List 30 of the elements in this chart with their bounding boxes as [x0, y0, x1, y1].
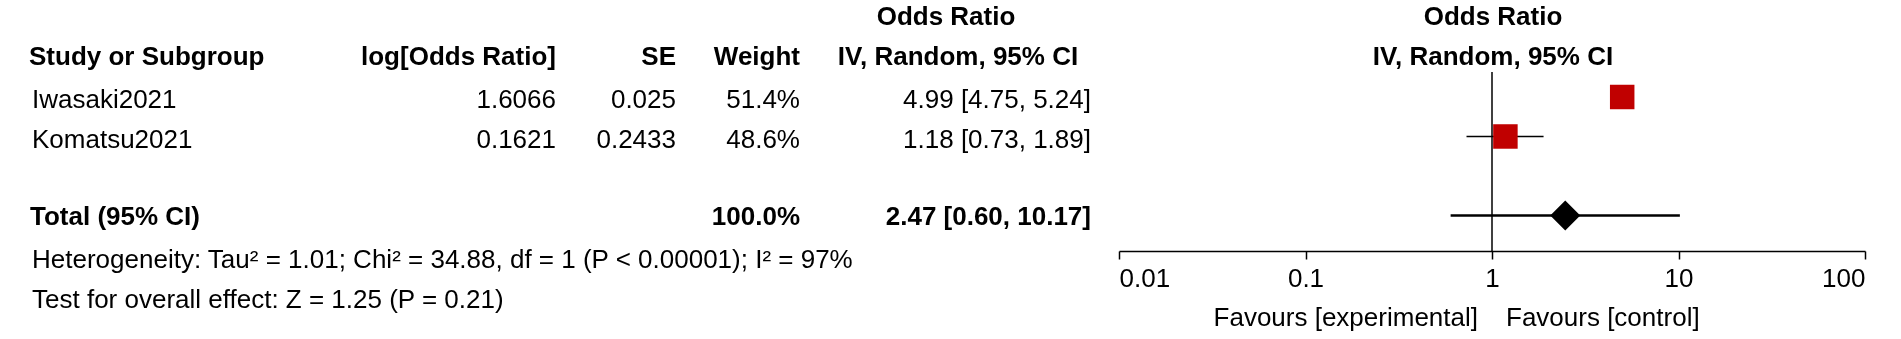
text: Favours [experimental] — [1213, 302, 1478, 332]
text: Komatsu2021 — [32, 124, 193, 154]
text: Total (95% CI) — [30, 201, 200, 231]
text: 1.18 [0.73, 1.89] — [903, 124, 1091, 154]
text: Odds Ratio — [876, 1, 1016, 31]
text: Heterogeneity: Tau² = 1.01; Chi² = 34.88, df = 1 (P < 0.00001); I² = 97% — [32, 244, 853, 274]
text: 4.99 [4.75, 5.24] — [903, 84, 1091, 114]
text: Study or Subgroup — [29, 41, 265, 71]
text: Weight — [713, 41, 801, 71]
text: Iwasaki2021 — [32, 84, 177, 114]
text: Test for overall effect: Z = 1.25 (P = 0.21) — [32, 284, 504, 314]
x-tick-label: 1 — [1485, 262, 1500, 293]
text: 100.0% — [711, 201, 800, 231]
text: 48.6% — [726, 124, 800, 154]
x-tick-label: 100 — [1822, 262, 1866, 293]
text: 0.025 — [610, 84, 676, 114]
chart-title: Odds Ratio — [1423, 1, 1563, 31]
text: 1.6066 — [476, 84, 556, 114]
x-tick-label: 10 — [1664, 262, 1694, 293]
text: 2.47 [0.60, 10.17] — [885, 201, 1091, 231]
text: 51.4% — [726, 84, 800, 114]
text: 0.1621 — [476, 124, 556, 154]
x-tick-label: 0.1 — [1287, 262, 1325, 293]
text: Favours [control] — [1506, 302, 1700, 332]
text: 0.2433 — [596, 124, 676, 154]
x-tick-label: 0.01 — [1119, 262, 1171, 293]
text: IV, Random, 95% CI — [837, 41, 1079, 71]
chart-subtitle: IV, Random, 95% CI — [1372, 41, 1614, 71]
text: log[Odds Ratio] — [361, 41, 556, 71]
text: SE — [641, 41, 676, 71]
